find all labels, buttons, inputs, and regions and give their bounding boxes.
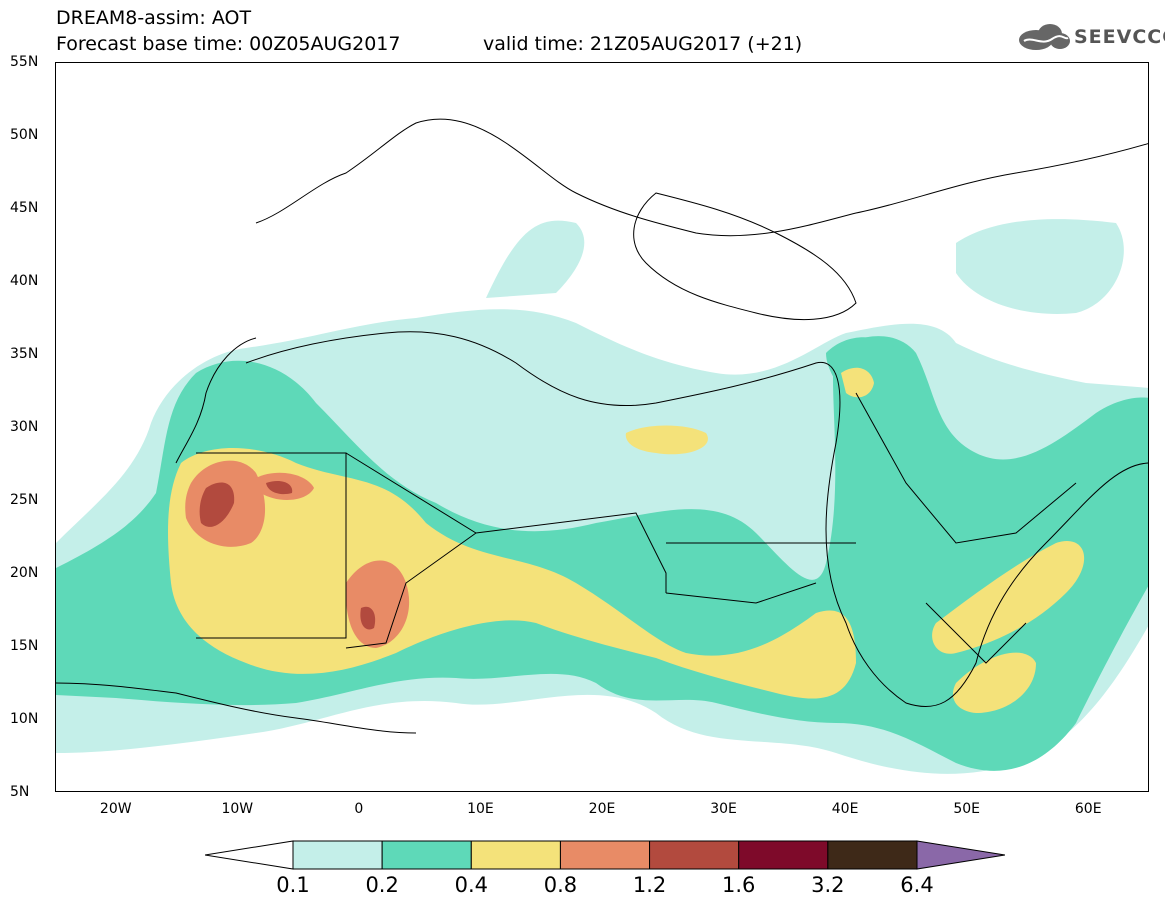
cloud-icon — [1019, 24, 1070, 50]
valid-time: valid time: 21Z05AUG2017 (+21) — [483, 33, 803, 55]
lat-label-45n: 45N — [10, 200, 39, 216]
forecast-base-time: Forecast base time: 00Z05AUG2017 — [56, 33, 401, 55]
colorbar-label: 0.2 — [365, 873, 399, 897]
aot-band-0.1-caspian — [956, 219, 1124, 314]
lat-label-35n: 35N — [10, 346, 39, 362]
colorbar-box — [559, 840, 651, 870]
aot-band-1.2-c — [266, 481, 293, 495]
aot-band-0.1-med — [486, 220, 585, 298]
colorbar-box — [292, 840, 383, 870]
colorbar-label: 0.8 — [543, 873, 578, 897]
colorbar-box — [470, 840, 561, 870]
colorbar-label: 1.2 — [632, 873, 667, 897]
aot-band-0.4-arabia — [932, 541, 1085, 654]
lat-label-5n: 5N — [10, 784, 30, 800]
lon-label-20e: 20E — [588, 801, 616, 817]
colorbar-label: 0.4 — [454, 873, 488, 897]
lon-label-10e: 10E — [467, 801, 494, 817]
lat-label-50n: 50N — [10, 127, 39, 143]
aot-band-0.4-oman — [952, 652, 1036, 713]
colorbar-box — [827, 840, 918, 870]
lon-label-40e: 40E — [831, 801, 859, 817]
colorbar-box — [649, 840, 740, 870]
lat-label-55n: 55N — [10, 54, 39, 70]
lon-label-0: 0 — [354, 801, 364, 817]
lon-label-30e: 30E — [710, 801, 737, 817]
seevccc-logo: SEEVCCC — [1016, 22, 1165, 52]
lon-label-20w: 20W — [99, 801, 132, 817]
colorbar-label: 6.4 — [900, 873, 934, 897]
lon-label-10w: 10W — [221, 801, 254, 817]
coastlines — [56, 118, 1148, 734]
colorbar-label: 3.2 — [811, 873, 845, 897]
lat-label-10n: 10N — [10, 711, 39, 727]
lat-label-25n: 25N — [10, 492, 39, 508]
aot-band-0.8-b — [345, 560, 410, 648]
map-title: DREAM8-assim: AOT — [56, 7, 252, 29]
aot-map — [55, 62, 1149, 792]
aot-band-1.2 — [199, 482, 235, 527]
lon-label-60e: 60E — [1074, 801, 1102, 817]
aot-band-1.2-b — [360, 606, 376, 630]
aot-band-0.4-iraq — [841, 367, 874, 398]
logo-text: SEEVCCC — [1074, 26, 1165, 48]
lat-label-30n: 30N — [10, 419, 39, 435]
colorbar-max-arrow — [916, 840, 1005, 870]
colorbar-label: 0.1 — [276, 873, 310, 897]
aot-field — [56, 118, 1148, 774]
colorbar-box — [381, 840, 472, 870]
colorbar-label: 1.6 — [722, 873, 756, 897]
aot-band-0.4 — [168, 448, 856, 699]
lat-label-15n: 15N — [10, 638, 39, 654]
lon-label-50e: 50E — [953, 801, 980, 817]
colorbar-box — [738, 840, 829, 870]
aot-band-0.4-n — [625, 425, 708, 455]
lat-label-40n: 40N — [10, 273, 39, 289]
lat-label-20n: 20N — [10, 565, 39, 581]
aot-colorbar — [205, 840, 1005, 870]
colorbar-min-arrow — [205, 840, 294, 870]
